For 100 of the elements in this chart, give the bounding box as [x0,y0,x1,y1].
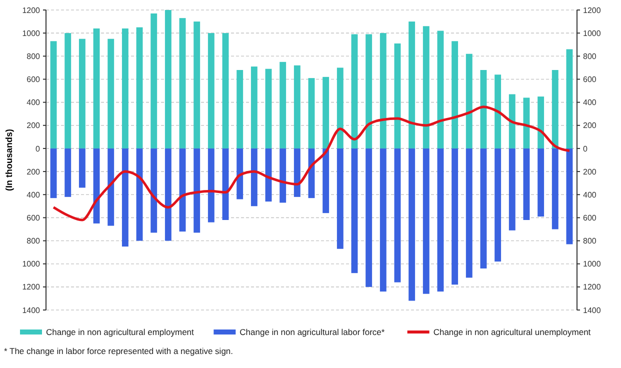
bar [280,62,286,148]
bar [294,65,300,148]
bar [480,148,487,268]
y-tick-label: 600 [26,75,41,84]
bar [552,148,558,230]
bar [380,148,386,292]
bar [408,22,416,148]
text: * The change in labor force represented with a negative sign. [4,346,234,356]
bar [250,66,258,148]
y2-tick-label: 800 [583,52,597,61]
y-tick-label: 1400 [22,306,41,315]
bar [408,148,416,301]
bar [466,148,472,278]
bar [194,22,200,148]
bar [108,38,114,148]
y2-tick-label: 400 [583,190,597,200]
bar [394,148,401,282]
bar [150,148,158,233]
bar [64,148,72,197]
y2-tick-label: 0 [583,144,588,154]
bar [336,148,344,249]
y2-tick-label: 200 [583,167,597,176]
y2-tick-label: 1000 [583,28,602,38]
y-tick-label: 1200 [22,282,41,292]
bar [422,148,430,294]
y2-tick-label: 600 [583,75,597,84]
bar [322,148,330,214]
bar [208,33,214,148]
bar [50,41,57,148]
bar [538,96,544,148]
bar [394,43,401,148]
y2-tick-label: 1200 [583,282,602,292]
y-tick-label: 600 [26,213,41,222]
bar [236,148,244,200]
bar [64,33,72,148]
bar [136,148,143,241]
y-tick-label: 1200 [22,6,41,15]
bar [294,148,300,197]
bar [380,33,386,148]
bar [538,148,544,217]
y2-tick-label: 1400 [583,306,602,315]
bar [466,54,472,148]
y-tick-label: 1000 [22,260,41,269]
bar [280,148,286,203]
y-tick-label: 800 [26,236,41,246]
bar [108,148,114,226]
bar [422,26,430,148]
legend-label: Change in non agricultural unemployment [433,326,592,337]
bar [265,68,272,148]
y2-tick-label: 800 [583,236,597,246]
bar [508,94,516,148]
bar [78,38,86,148]
y2-tick-label: 600 [583,213,597,222]
bar [194,148,200,233]
bar [150,13,158,148]
y-tick-label: 400 [26,190,41,200]
bar [437,30,444,148]
bar [308,78,315,148]
bar [179,18,186,148]
y-tick-label: 400 [26,98,41,108]
bar [508,148,516,230]
bar [351,34,358,148]
bar [78,148,86,188]
bar [336,68,344,148]
bar [122,28,128,148]
bar [480,70,487,148]
y2-tick-label: 1200 [583,6,602,15]
bar [452,41,458,148]
y-tick-label: 200 [26,121,41,130]
bar [494,74,502,148]
y-tick-label: 800 [26,52,41,61]
bar [566,148,573,244]
y2-tick-label: 1000 [583,260,602,269]
bar [452,148,458,285]
y-tick-label: 200 [26,167,41,176]
line-series [52,106,571,222]
bar [494,148,502,262]
bar [179,148,186,232]
bar [552,70,558,148]
bar [351,148,358,274]
bar [164,10,172,148]
bar [136,27,143,148]
bar [122,148,128,247]
bar [222,33,229,148]
legend-label: Change in non agricultural labor force* [240,326,386,337]
bar [208,148,214,222]
y2-tick-label: 400 [583,98,597,108]
y-axis-title: (In thousands) [4,129,14,191]
bar [566,49,573,148]
bar [366,148,372,287]
bar [93,28,100,148]
bar [322,76,330,148]
y-tick-label: 0 [36,144,41,154]
bar [250,148,258,206]
bar [164,148,172,241]
bar [366,34,372,148]
legend-label: Change in non agricultural employment [46,326,195,337]
bar [523,148,530,220]
bar [236,70,244,148]
y-tick-label: 1000 [22,28,41,38]
